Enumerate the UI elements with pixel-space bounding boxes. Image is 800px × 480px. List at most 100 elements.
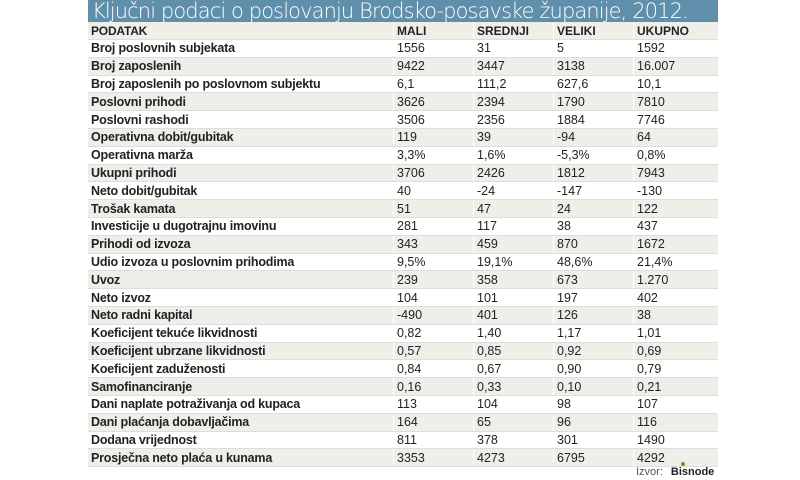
cell-value: 6795 (553, 449, 633, 467)
cell-value: 104 (473, 395, 553, 413)
cell-value: 0,90 (553, 360, 633, 378)
row-label: Neto dobit/gubitak (91, 183, 198, 198)
source-label: Izvor: (636, 466, 663, 478)
table-row: Uvoz 239 358 673 1.270 (88, 271, 718, 290)
cell-value: 343 (393, 235, 473, 253)
cell-value: 281 (393, 217, 473, 235)
table-row: Udio izvoza u poslovnim prihodima 9,5% 19,… (88, 253, 718, 272)
row-label: Poslovni rashodi (91, 112, 189, 127)
cell-value: 40 (393, 182, 473, 200)
cell-value: 1,6% (473, 146, 553, 164)
cell-value: 7746 (633, 111, 713, 128)
cell-value: 301 (553, 431, 633, 449)
cell-value: 2426 (473, 164, 553, 182)
cell-value: 3353 (393, 449, 473, 467)
cell-value: 119 (393, 128, 473, 146)
table-row: Dani plaćanja dobavljačima 164 65 96 116 (88, 413, 718, 432)
row-label: Koeficijent zaduženosti (91, 361, 226, 376)
cell-value: 4273 (473, 449, 553, 467)
cell-value: 104 (393, 289, 473, 306)
cell-value: 1,17 (553, 324, 633, 342)
bisnode-logo: Bisnode (670, 462, 715, 478)
cell-value: 358 (473, 271, 553, 289)
cell-value: 673 (553, 271, 633, 289)
cell-value: 3447 (473, 57, 553, 75)
table-row: Broj zaposlenih 9422 3447 3138 16.007 (88, 57, 718, 76)
cell-value: -147 (553, 182, 633, 200)
cell-value: 117 (473, 217, 553, 235)
cell-value: 107 (633, 395, 713, 413)
row-label: Poslovni prihodi (91, 94, 186, 109)
table-row: Koeficijent zaduženosti 0,84 0,67 0,90 0,79 (88, 360, 718, 379)
cell-value: 126 (553, 306, 633, 324)
cell-value: 101 (473, 289, 553, 306)
table-row: Operativna dobit/gubitak 119 39 -94 64 (88, 128, 718, 147)
cell-value: 122 (633, 200, 713, 217)
cell-value: 0,33 (473, 378, 553, 395)
cell-value: 1,40 (473, 324, 553, 342)
table-row: Operativna marža 3,3% 1,6% -5,3% 0,8% (88, 146, 718, 165)
cell-value: 7810 (633, 93, 713, 111)
row-label: Koeficijent tekuće likvidnosti (91, 326, 258, 341)
cell-value: 437 (633, 217, 713, 235)
row-label: Broj poslovnih subjekata (91, 41, 235, 56)
cell-value: 9422 (393, 57, 473, 75)
table-row: Poslovni rashodi 3506 2356 1884 7746 (88, 111, 718, 129)
table-row: Koeficijent ubrzane likvidnosti 0,57 0,85 0… (88, 342, 718, 361)
row-label: Ukupni prihodi (91, 165, 177, 180)
cell-value: 38 (633, 306, 713, 324)
cell-value: 3626 (393, 93, 473, 111)
cell-value: 111,2 (473, 75, 553, 93)
table-row: Investicije u dugotrajnu imovinu 281 117 38… (88, 217, 718, 236)
table-row: Poslovni prihodi 3626 2394 1790 7810 (88, 93, 718, 112)
cell-value: 116 (633, 413, 713, 431)
cell-value: 0,8% (633, 146, 713, 164)
row-label: Koeficijent ubrzane likvidnosti (91, 343, 266, 358)
cell-value: 239 (393, 271, 473, 289)
cell-value: 6,1 (393, 75, 473, 93)
cell-value: 64 (633, 128, 713, 146)
table-row: Trošak kamata 51 47 24 122 (88, 200, 718, 218)
cell-value: -24 (473, 182, 553, 200)
cell-value: 1556 (393, 40, 473, 57)
cell-value: 0,79 (633, 360, 713, 378)
row-label: Broj zaposlenih po poslovnom subjektu (91, 76, 321, 91)
source-credit: Izvor: Bisnode (636, 462, 715, 478)
cell-value: 378 (473, 431, 553, 449)
cell-value: 1790 (553, 93, 633, 111)
cell-value: 0,57 (393, 342, 473, 360)
row-label: Dodana vrijednost (91, 432, 197, 447)
table-row: Dani naplate potraživanja od kupaca 113 10… (88, 395, 718, 414)
cell-value: SREDNJI (473, 22, 553, 39)
table-row: Dodana vrijednost 811 378 301 1490 (88, 431, 718, 450)
cell-value: 4292 (633, 449, 713, 467)
table-row: Neto izvoz 104 101 197 402 (88, 289, 718, 307)
cell-value: 402 (633, 289, 713, 306)
cell-value: 0,69 (633, 342, 713, 360)
table-row: Ukupni prihodi 3706 2426 1812 7943 (88, 164, 718, 183)
cell-value: 16.007 (633, 57, 713, 75)
cell-value: 65 (473, 413, 553, 431)
row-label: Udio izvoza u poslovnim prihodima (91, 254, 295, 269)
cell-value: 0,84 (393, 360, 473, 378)
cell-value: UKUPNO (633, 22, 713, 39)
cell-value: 113 (393, 395, 473, 413)
cell-value: 31 (473, 40, 553, 57)
cell-value: 3138 (553, 57, 633, 75)
row-label: Prosječna neto plaća u kunama (91, 450, 273, 465)
table-title: Ključni podaci o poslovanju Brodsko-posa… (88, 0, 718, 22)
row-label: Prihodi od izvoza (91, 237, 191, 252)
row-label: Trošak kamata (91, 201, 176, 216)
table-row: Broj zaposlenih po poslovnom subjektu 6,1… (88, 75, 718, 94)
cell-value: 3,3% (393, 146, 473, 164)
cell-value: 39 (473, 128, 553, 146)
cell-value: 870 (553, 235, 633, 253)
cell-value: -5,3% (553, 146, 633, 164)
cell-value: 1592 (633, 40, 713, 57)
row-label: Broj zaposlenih (91, 59, 182, 74)
cell-value: VELIKI (553, 22, 633, 39)
cell-value: MALI (393, 22, 473, 39)
cell-value: 24 (553, 200, 633, 217)
row-label: Uvoz (91, 272, 121, 287)
cell-value: 3706 (393, 164, 473, 182)
